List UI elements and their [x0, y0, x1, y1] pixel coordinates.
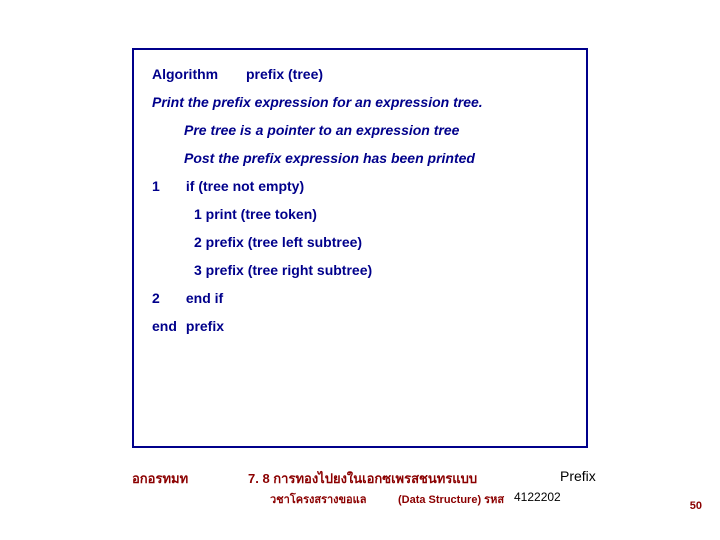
algorithm-pre: Pre tree is a pointer to an expression t…	[152, 122, 568, 138]
footer-right-label: Prefix	[560, 468, 596, 484]
algorithm-step-1: 1 if (tree not empty)	[152, 178, 568, 194]
footer-data-structure-text: (Data Structure) รหส	[398, 490, 504, 508]
algorithm-step-2: 2 end if	[152, 290, 568, 306]
step-number: 1	[152, 178, 182, 194]
algorithm-step-1-2: 2 prefix (tree left subtree)	[152, 234, 568, 250]
step-number: 2	[152, 290, 182, 306]
footer-subject-text: วชาโครงสรางขอแล	[270, 490, 367, 508]
step-text: end if	[186, 290, 223, 306]
algorithm-name: prefix (tree)	[246, 66, 323, 82]
algorithm-end-line: end prefix	[152, 318, 568, 334]
footer-center-title: 7. 8 การทองไปยงในเอกซเพรสชนทรแบบ	[248, 468, 477, 489]
algorithm-title-line: Algorithm prefix (tree)	[152, 66, 568, 82]
algorithm-box: Algorithm prefix (tree) Print the prefix…	[132, 48, 588, 448]
footer-area: อกอรทมท 7. 8 การทองไปยงในเอกซเพรสชนทรแบบ…	[0, 468, 720, 520]
footer-left-text: อกอรทมท	[132, 468, 188, 489]
algorithm-step-1-3: 3 prefix (tree right subtree)	[152, 262, 568, 278]
algorithm-post: Post the prefix expression has been prin…	[152, 150, 568, 166]
footer-course-code: 4122202	[514, 490, 561, 504]
step-text: if (tree not empty)	[186, 178, 304, 194]
end-label: end	[152, 318, 182, 334]
algorithm-description: Print the prefix expression for an expre…	[152, 94, 568, 110]
algorithm-step-1-1: 1 print (tree token)	[152, 206, 568, 222]
page-number: 50	[690, 500, 702, 512]
end-name: prefix	[186, 318, 224, 334]
algorithm-label: Algorithm	[152, 66, 218, 82]
